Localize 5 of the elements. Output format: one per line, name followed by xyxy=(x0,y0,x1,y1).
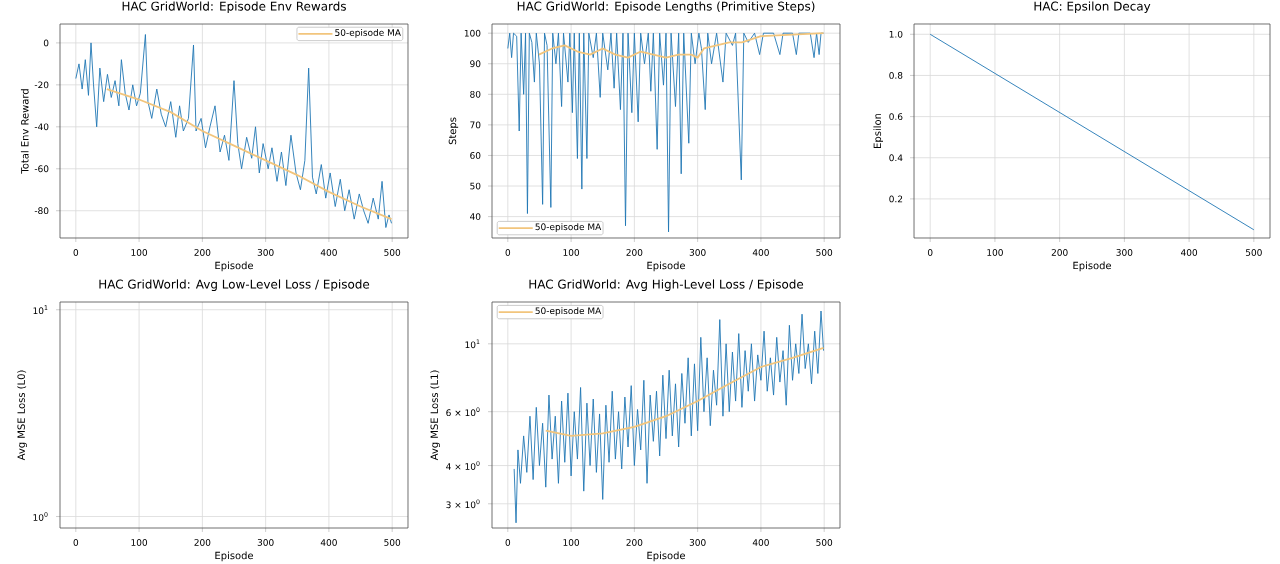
line-series xyxy=(105,88,393,221)
line-series xyxy=(513,310,824,524)
line-series xyxy=(544,346,825,437)
line-series xyxy=(507,32,824,233)
line-series xyxy=(75,34,392,228)
